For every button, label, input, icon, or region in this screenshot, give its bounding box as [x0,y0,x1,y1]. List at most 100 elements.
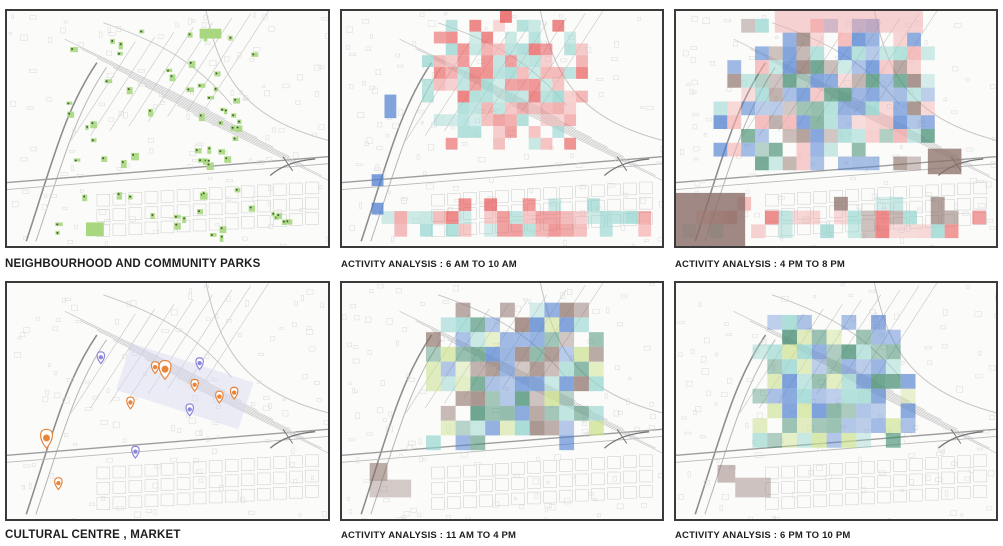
park-dot-icon [277,214,280,217]
activity-cell [810,73,825,88]
activity-cell [841,344,857,360]
activity-cell [516,55,529,68]
activity-cell [455,435,471,451]
activity-cell [469,126,482,138]
activity-cell [425,346,441,362]
activity-cell [865,128,880,143]
activity-cell [767,344,783,360]
park-patch [182,216,187,224]
activity-cell [574,346,589,362]
activity-cell [371,174,384,187]
activity-cell [893,46,908,61]
activity-cell [425,376,441,392]
activity-cell [810,128,825,143]
activity-cell [782,128,797,143]
activity-cell [369,479,412,498]
activity-cell [458,223,472,237]
activity-cell [810,87,825,102]
activity-cell [500,332,515,347]
activity-cell [751,224,765,239]
activity-cell [516,67,529,79]
activity-cell [944,210,959,225]
activity-cell [481,67,494,79]
park-dot-icon [282,220,285,223]
caption-noon: ACTIVITY ANALYSIS : 11 AM TO 4 PM [341,530,517,541]
activity-cell [851,128,866,143]
park-dot-icon [195,149,198,152]
park-patch [219,226,227,234]
activity-cell [470,361,486,377]
activity-cell [810,142,825,157]
activity-cell [796,314,812,330]
activity-cell [861,224,876,239]
activity-cell [972,210,987,225]
activity-cell [500,302,515,318]
activity-cell [559,361,575,377]
park-dot-icon [231,126,234,129]
activity-cell [457,43,470,56]
activity-cell [824,60,838,74]
activity-cell [903,224,917,239]
activity-cell [433,114,446,127]
activity-cell [559,376,575,392]
activity-cell [504,126,517,138]
activity-cell [445,223,459,237]
activity-cell [528,43,541,56]
park-patch [233,97,241,104]
activity-cell [767,359,783,374]
park-dot-icon [67,102,70,105]
park-patch [90,121,97,129]
map-panel-night [674,281,998,521]
park-dot-icon [229,36,232,39]
activity-cell [540,90,553,103]
map-base-noon [342,283,662,519]
activity-cell [469,31,482,44]
activity-cell [440,420,456,436]
map-base-parks [7,11,328,246]
street-network [7,11,328,246]
map-base-culture [7,283,328,519]
activity-cell [752,432,768,448]
activity-cell [516,114,529,127]
map-pin-icon [133,449,138,454]
activity-cell [559,435,575,451]
activity-cell [767,388,783,404]
activity-cell [826,344,842,360]
activity-cell [457,55,470,68]
caption-parks: NEIGHBOURHOOD AND COMMUNITY PARKS [5,258,261,270]
activity-cell [455,361,471,377]
activity-cell [847,210,862,225]
map-base-evening [676,11,996,246]
activity-cell [879,46,894,61]
activity-cell [847,224,862,239]
activity-cell [493,19,505,32]
park-patch [82,194,88,202]
activity-cell [851,87,866,102]
activity-cell [425,361,441,377]
activity-cell [535,211,549,224]
activity-cell [824,73,838,88]
activity-cell [586,198,600,212]
park-dot-icon [149,109,152,112]
activity-cell [425,435,441,451]
activity-cell [907,87,921,102]
activity-cell [371,202,384,215]
activity-cell [481,102,494,115]
activity-cell [774,11,923,33]
activity-cell [509,211,523,224]
activity-cell [885,432,901,448]
activity-cell [528,126,541,138]
activity-cell [796,403,812,419]
activity-cell [871,344,886,360]
activity-cell [778,224,793,239]
activity-cell [826,418,842,433]
activity-cell [455,332,471,347]
activity-cell [564,31,577,44]
activity-cell [548,198,562,212]
activity-cell [837,128,852,143]
park-patch [55,222,63,227]
activity-cell [470,346,486,362]
activity-cell [422,78,434,91]
park-dot-icon [210,234,213,237]
activity-cell [500,376,515,392]
